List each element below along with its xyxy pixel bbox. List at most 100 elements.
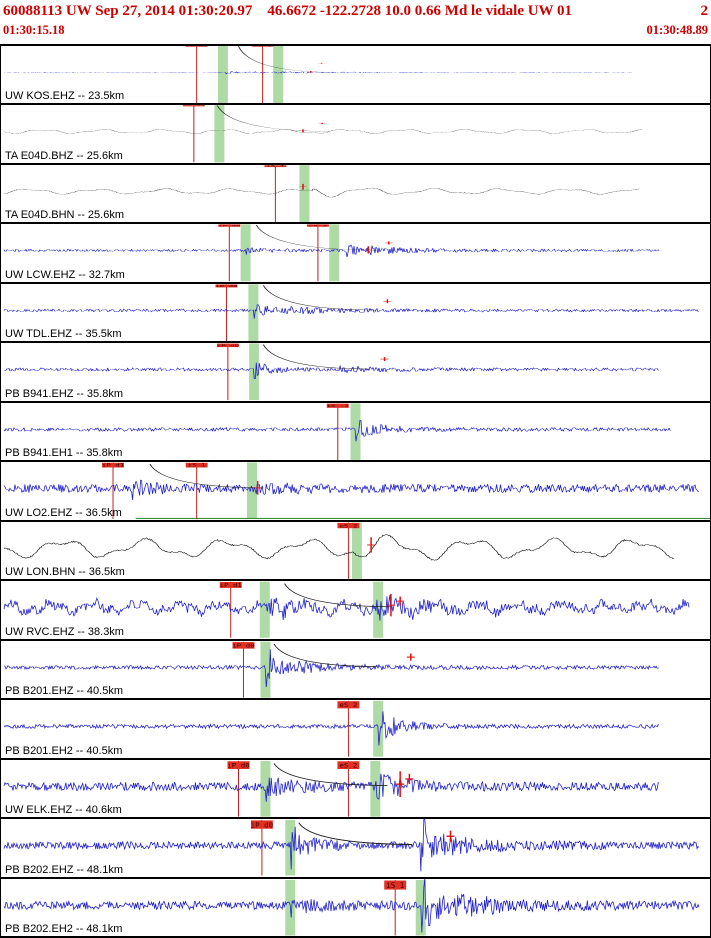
trace-label: TA E04D.BHN -- 25.6km xyxy=(5,209,124,222)
pick-flag[interactable]: iP d0 xyxy=(218,224,241,228)
svg-text:iP d0: iP d0 xyxy=(185,46,207,47)
trace-panel[interactable]: iP d0 UW TDL.EHZ -- 35.5km xyxy=(1,281,710,342)
predicted-arrival-band xyxy=(329,224,340,282)
coda-duration-mark[interactable] xyxy=(396,770,405,797)
coda-duration-mark[interactable] xyxy=(317,62,326,64)
svg-text:iP d0: iP d0 xyxy=(215,285,237,288)
trace-label: UW LON.BHN -- 36.5km xyxy=(5,566,125,579)
pick-flag[interactable]: eS 2 xyxy=(251,46,274,47)
coda-duration-mark[interactable] xyxy=(396,596,405,606)
svg-text:iP d0: iP d0 xyxy=(217,345,240,348)
coda-duration-mark[interactable] xyxy=(364,246,373,254)
waveform-plot[interactable]: iS 1 xyxy=(1,165,710,223)
trace-panel[interactable]: iP d0 eS 2 UW KOS.EHZ -- 23.5km xyxy=(1,44,710,104)
pick-flag[interactable]: iP d0 xyxy=(232,641,255,649)
trace-panel[interactable]: iP d0 eS 2 UW ELK.EHZ -- 40.6km xyxy=(1,757,710,818)
coda-duration-mark[interactable] xyxy=(253,481,262,495)
coda-duration-mark[interactable] xyxy=(406,653,415,661)
predicted-arrival-band xyxy=(247,462,257,520)
pick-flag[interactable]: iP d0 xyxy=(215,284,238,288)
coda-duration-mark[interactable] xyxy=(384,241,393,245)
pick-flag[interactable]: iS 1 xyxy=(185,463,208,468)
coda-duration-mark[interactable] xyxy=(446,830,455,842)
pick-flag[interactable]: eS 2 xyxy=(337,701,360,709)
coda-duration-mark[interactable] xyxy=(380,357,389,362)
waveform-plot[interactable]: iP d0 eS 2 xyxy=(1,46,710,104)
trace-waveform xyxy=(3,71,634,75)
coda-duration-mark[interactable] xyxy=(386,594,395,617)
waveform-plot[interactable]: iP d1 iS 1 xyxy=(1,462,710,520)
svg-text:iP d0: iP d0 xyxy=(232,642,255,649)
waveform-plot[interactable]: iS 1 xyxy=(1,878,710,936)
waveform-plot[interactable]: eS 2 xyxy=(1,522,710,579)
pick-flag[interactable]: iP d0 xyxy=(217,343,240,348)
coda-decay-curve xyxy=(262,344,370,370)
waveform-plot[interactable]: iS -1 xyxy=(1,403,710,460)
trace-panel[interactable]: iS 1 TA E04D.BHN -- 25.6km xyxy=(1,162,710,223)
waveform-plot[interactable]: iP d0 eS 2 xyxy=(1,760,710,817)
window-end-time: 01:30:48.89 xyxy=(646,23,708,37)
trace-label: UW KOS.EHZ -- 23.5km xyxy=(5,90,125,103)
trace-panel[interactable]: iP d0 PB B202.EHZ -- 48.1km xyxy=(1,817,710,877)
pick-flag[interactable]: iS -1 xyxy=(327,403,350,409)
pick-flag[interactable]: iS 1 xyxy=(384,880,407,890)
svg-text:iP d0: iP d0 xyxy=(227,762,249,769)
trace-panel[interactable]: iP d0 PB B201.EHZ -- 40.5km xyxy=(1,638,710,699)
coda-duration-mark[interactable] xyxy=(405,773,414,784)
pick-flag[interactable]: iS 1 xyxy=(264,165,287,167)
waveform-plot[interactable]: iP d0 xyxy=(1,284,710,342)
trace-waveform xyxy=(3,245,660,258)
waveform-plot[interactable]: iP d0 xyxy=(1,641,710,698)
pick-flag[interactable]: eS 2 xyxy=(337,760,360,769)
trace-panel[interactable]: eS 2 UW LON.BHN -- 36.5km xyxy=(1,519,710,580)
trace-panel[interactable]: iS -1 PB B941.EH1 -- 35.8km xyxy=(1,400,710,461)
svg-text:eS 2: eS 2 xyxy=(339,523,357,528)
trace-waveform xyxy=(3,711,660,746)
coda-decay-curve xyxy=(255,225,377,251)
waveform-plot[interactable]: iP d0 eS 2 xyxy=(1,224,710,282)
coda-duration-mark[interactable] xyxy=(367,537,376,553)
pick-flag[interactable]: eS 2 xyxy=(306,224,329,228)
trace-panel[interactable]: iP c1 TA E04D.BHZ -- 25.6km xyxy=(1,103,710,163)
waveform-plot[interactable]: iP d1 xyxy=(1,581,710,639)
trace-label: TA E04D.BHZ -- 25.6km xyxy=(5,149,123,162)
trace-label: UW LCW.EHZ -- 32.7km xyxy=(5,268,125,281)
svg-text:iS -1: iS -1 xyxy=(327,405,350,409)
trace-panel[interactable]: iP d1 UW RVC.EHZ -- 38.3km xyxy=(1,579,710,639)
trace-panel[interactable]: iP d0 PB B941.EHZ -- 35.8km xyxy=(1,341,710,401)
trace-waveform xyxy=(3,362,660,380)
coda-duration-mark[interactable] xyxy=(306,71,315,73)
pick-flag[interactable]: eS 2 xyxy=(337,522,360,529)
predicted-arrival-band xyxy=(217,46,228,104)
pick-flag[interactable]: iP d0 xyxy=(251,820,274,829)
trace-label: PB B941.EH1 -- 35.8km xyxy=(5,447,123,460)
trace-waveform xyxy=(3,419,672,442)
trace-label: UW LO2.EHZ -- 36.5km xyxy=(5,506,122,519)
coda-duration-mark[interactable] xyxy=(299,183,308,190)
pick-flag[interactable]: iP d1 xyxy=(102,463,125,468)
trace-panel[interactable]: iP d0 eS 2 UW LCW.EHZ -- 32.7km xyxy=(1,222,710,282)
page-number: 2 xyxy=(700,3,709,19)
waveform-plot[interactable]: iP c1 xyxy=(1,105,710,163)
pick-flag[interactable]: iP d1 xyxy=(219,582,242,589)
pick-flag[interactable]: iP c1 xyxy=(183,105,206,107)
coda-duration-mark[interactable] xyxy=(299,129,308,133)
event-summary: 60088113 UW Sep 27, 2014 01:30:20.97 46.… xyxy=(3,3,573,19)
trace-panel[interactable]: iS 1 PB B202.EH2 -- 48.1km xyxy=(1,876,710,937)
svg-text:eS 2: eS 2 xyxy=(339,762,357,769)
trace-panel[interactable]: eS 2 PB B201.EH2 -- 40.5km xyxy=(1,698,710,758)
pick-flag[interactable]: iP d0 xyxy=(227,760,250,769)
coda-decay-curve xyxy=(273,643,377,667)
coda-duration-mark[interactable] xyxy=(318,123,327,125)
waveform-plot[interactable]: eS 2 xyxy=(1,700,710,757)
coda-duration-mark[interactable] xyxy=(383,299,392,304)
waveform-plot[interactable]: iP d0 xyxy=(1,819,710,876)
trace-panel[interactable]: iP d1 iS 1 UW LO2.EHZ -- 36.5km xyxy=(1,460,710,520)
trace-waveform xyxy=(3,773,660,802)
predicted-arrival-band xyxy=(299,165,310,223)
predicted-arrival-band xyxy=(260,760,271,817)
trace-panels: iP d0 eS 2 UW KOS.EHZ -- 23.5km iP c1 TA E04… xyxy=(0,44,711,938)
waveform-plot[interactable]: iP d0 xyxy=(1,343,710,401)
pick-flag[interactable]: iP d0 xyxy=(185,46,208,47)
